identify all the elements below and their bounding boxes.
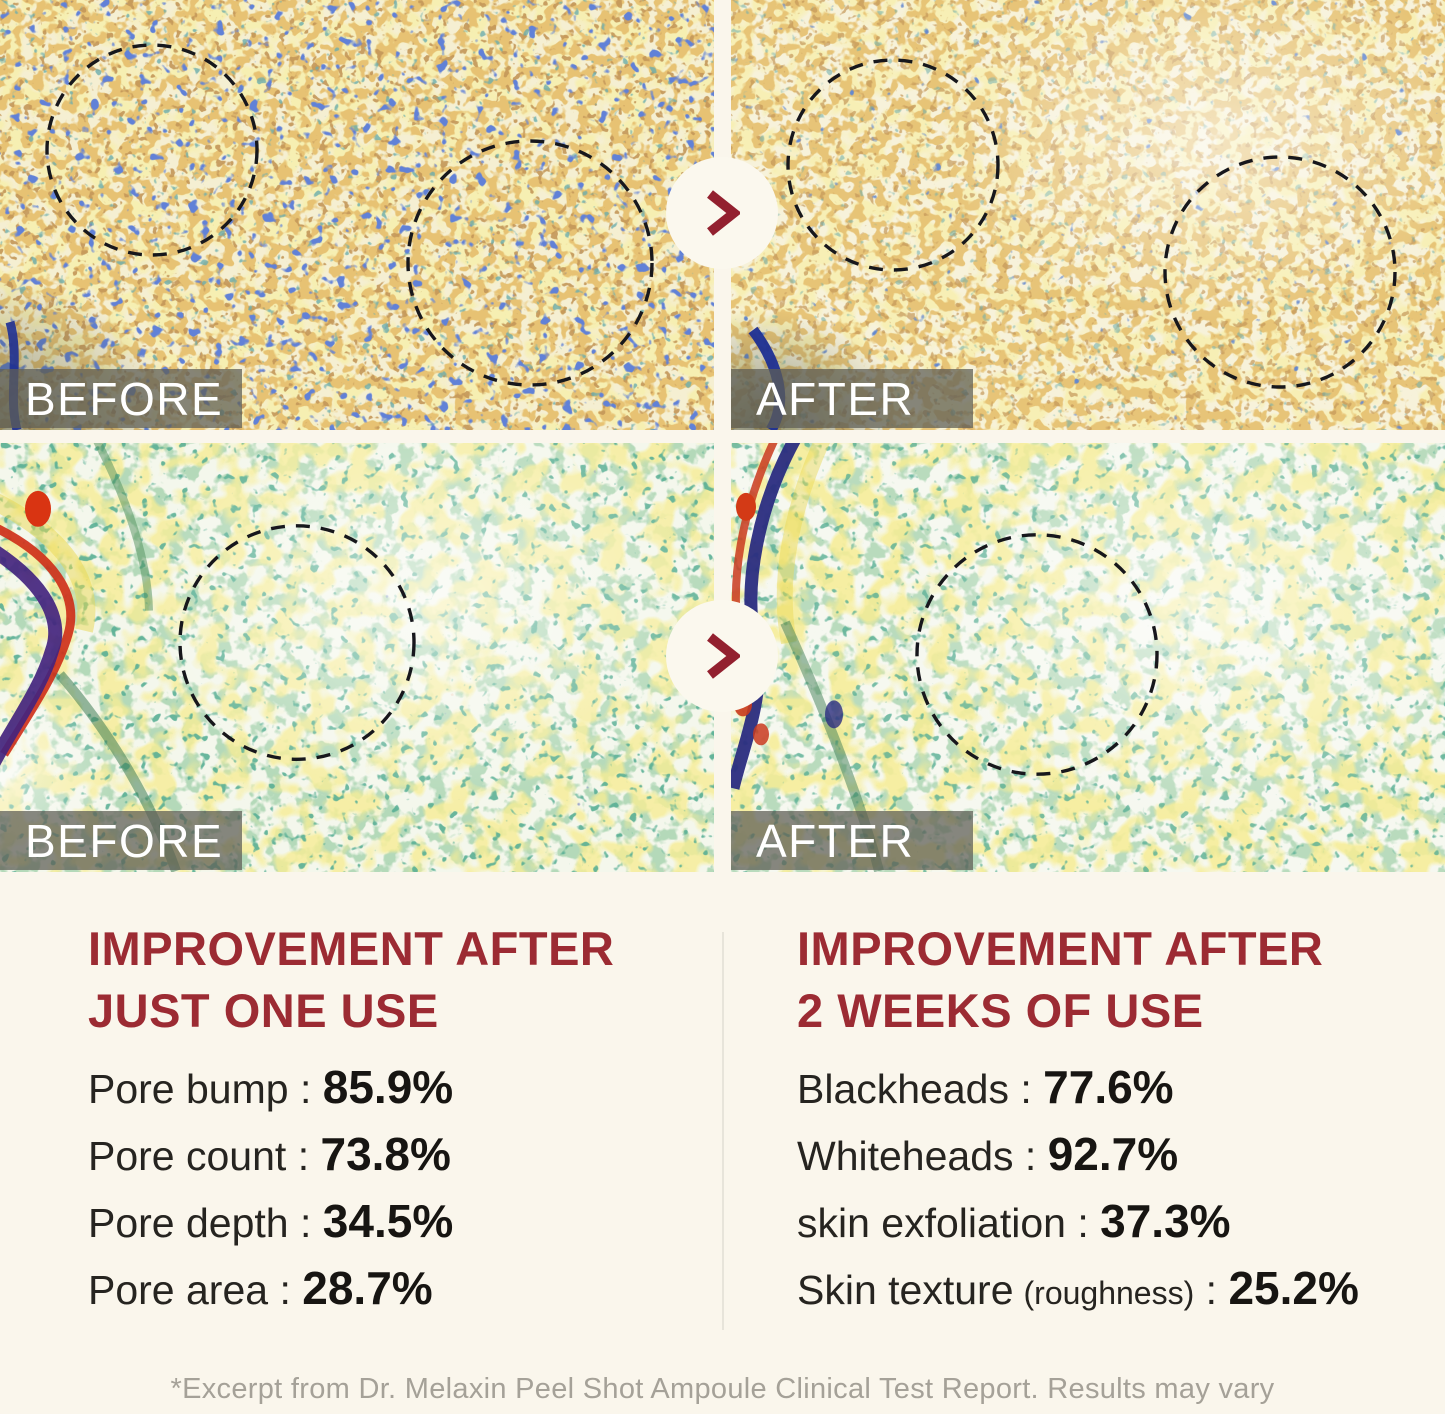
microscopy-photo-after-pores [731,0,1445,430]
stat-separator: : [1008,1066,1044,1112]
red-spot [736,492,756,521]
column-divider [722,932,724,1330]
after-label-badge: AFTER [731,369,973,428]
stat-value: 73.8% [320,1128,451,1180]
stat-label: skin exfoliation [797,1200,1066,1246]
results-section: IMPROVEMENT AFTER JUST ONE USE Pore bump… [0,872,1445,1414]
footnote-text: *Excerpt from Dr. Melaxin Peel Shot Ampo… [170,1373,1275,1405]
stat-label: Pore depth [88,1200,289,1246]
stat-row-pore-bump: Pore bump : 85.9% [88,1060,698,1114]
highlight [901,443,1445,823]
stat-separator: : [1194,1267,1229,1313]
analysis-circle [178,524,416,761]
microscopy-photo-before-pores [0,0,714,430]
panel-after-pore-map: AFTER [731,0,1445,430]
one-use-heading: IMPROVEMENT AFTER JUST ONE USE [88,918,698,1042]
stat-label-note: (roughness) [1023,1275,1195,1311]
thermal-fringe-yellow [0,493,96,633]
analysis-circle [406,139,654,387]
footnote: *Excerpt from Dr. Melaxin Peel Shot Ampo… [0,1373,1445,1406]
chevron-right-icon [707,633,740,679]
stat-value: 28.7% [302,1262,433,1314]
panel-before-pore-map: BEFORE [0,0,714,430]
after-label-badge: AFTER [731,811,973,870]
before-label: BEFORE [25,814,224,867]
green-streak [93,443,153,611]
panel-after-texture-map: AFTER [731,443,1445,872]
panel-before-texture-map: BEFORE [0,443,714,872]
stat-value: 77.6% [1043,1061,1174,1113]
analysis-circle [45,43,259,257]
stat-row-skin-texture: Skin texture (roughness) : 25.2% [797,1261,1437,1315]
navy-spot [825,700,843,729]
stat-label: Pore area [88,1267,269,1313]
stat-value: 34.5% [322,1195,454,1247]
before-label-badge: BEFORE [0,369,242,428]
stat-separator: : [288,1066,323,1112]
stat-value: 85.9% [322,1061,454,1113]
heading-line2: JUST ONE USE [88,984,439,1037]
stat-row-skin-exfoliation: skin exfoliation : 37.3% [797,1194,1437,1248]
after-label: AFTER [756,372,915,425]
stat-label: Blackheads [797,1066,1009,1112]
stat-row-pore-count: Pore count : 73.8% [88,1127,698,1181]
stat-label: Skin texture [797,1267,1014,1313]
stat-separator: : [268,1267,303,1313]
stat-row-whiteheads: Whiteheads : 92.7% [797,1127,1437,1181]
microscopy-photo-after-texture [731,443,1445,872]
stat-separator: : [286,1133,321,1179]
thermal-fringe-yellow [776,443,830,645]
analysis-circle [1163,155,1397,389]
heading-line1: IMPROVEMENT AFTER [88,922,615,975]
comparison-photo-grid: BEFORE AFTER [0,0,1445,872]
chevron-right-icon [707,190,740,236]
before-after-arrow-row2 [666,600,778,712]
after-label: AFTER [756,814,915,867]
red-spot [753,723,769,746]
stat-value: 25.2% [1228,1262,1359,1314]
before-label-badge: BEFORE [0,811,242,870]
heading-line2: 2 WEEKS OF USE [797,984,1204,1037]
stat-row-pore-area: Pore area : 28.7% [88,1261,698,1315]
stat-label: Pore bump [88,1066,289,1112]
analysis-circle [786,58,1000,272]
microscopy-photo-before-texture [0,443,714,872]
analysis-circle [915,533,1159,776]
one-use-results-column: IMPROVEMENT AFTER JUST ONE USE Pore bump… [88,918,698,1328]
stat-label: Pore count [88,1133,287,1179]
stat-separator: : [1013,1133,1048,1179]
two-weeks-heading: IMPROVEMENT AFTER 2 WEEKS OF USE [797,918,1437,1042]
thermal-line-purple [0,546,63,766]
red-spot [25,490,51,527]
stat-value: 37.3% [1100,1195,1231,1247]
stat-label: Whiteheads [797,1133,1014,1179]
before-label: BEFORE [25,372,224,425]
stat-row-blackheads: Blackheads : 77.6% [797,1060,1437,1114]
stat-value: 92.7% [1047,1128,1179,1180]
stat-separator: : [288,1200,323,1246]
heading-line1: IMPROVEMENT AFTER [797,922,1324,975]
stat-row-pore-depth: Pore depth : 34.5% [88,1194,698,1248]
stat-separator: : [1065,1200,1101,1246]
before-after-arrow-row1 [666,157,778,269]
highlight [130,443,714,813]
highlight [931,0,1445,320]
two-weeks-results-column: IMPROVEMENT AFTER 2 WEEKS OF USE Blackhe… [797,918,1437,1328]
